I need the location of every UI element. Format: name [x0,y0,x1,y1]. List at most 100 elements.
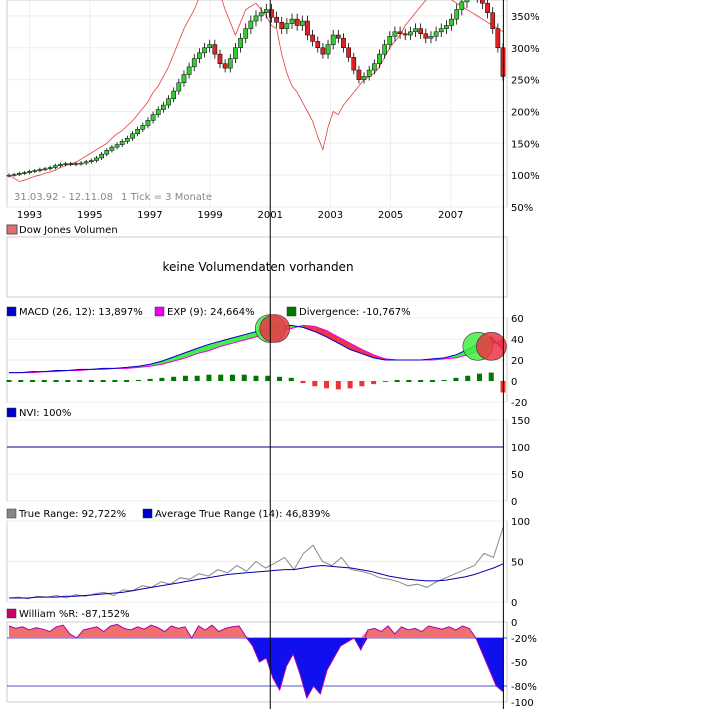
macd-divergence-bar [347,381,353,389]
candle-body [6,174,12,177]
candle-body [444,25,449,29]
macd-divergence-bar [465,375,471,381]
macd-divergence-bar [218,374,224,381]
williams-r-line [8,623,504,700]
candle-body [186,66,192,75]
macd-y-tick-label: 40 [511,335,524,346]
macd-y-tick-label: 20 [511,356,524,367]
volume-legend-swatch [6,224,18,235]
macd-legend: MACD (26, 12): 13,897% EXP (9): 24,664% Di… [6,306,411,318]
price-overlay-line [8,0,504,182]
candle-body [197,52,202,59]
candle-body [109,146,115,151]
candle-body [299,20,305,26]
macd-divergence-bar [41,380,47,382]
price-y-tick-label: 50% [511,203,533,214]
macd-fill-segment [361,349,374,358]
candle-body [464,0,470,3]
macd-divergence-bar [394,380,400,382]
candle-body [335,34,341,39]
candle-body [191,58,197,68]
overlay-line-path [8,0,504,182]
candle-body [351,57,357,71]
candle-body [78,162,84,165]
candle-body [377,53,382,64]
macd-fill-segment [338,336,351,350]
candle-body [480,0,485,4]
candle-body [423,33,429,39]
candle-body [47,167,53,170]
candle-body [22,172,27,174]
candle-body [341,37,346,49]
price-x-tick-label: 1997 [137,210,162,221]
candle-body [52,165,58,168]
macd-legend-swatch [154,306,165,317]
williams-r-legend-swatch [6,608,17,619]
candle-body [263,9,269,13]
macd-legend-swatch [6,306,17,317]
true-range-panel: True Range: 92,722% Average True Range (1… [6,508,530,609]
candle-body [408,31,413,36]
nvi-y-tick-label: 150 [511,416,530,427]
macd-fill-segment [161,356,174,365]
williams-r-overbought-area [9,624,503,638]
nvi-legend-swatch [6,407,17,418]
true-range-lines [8,527,504,600]
macd-divergence-bar [100,380,106,382]
candle-body [418,28,424,35]
macd-legend-label: MACD (26, 12): 13,897% [19,307,143,318]
candle-body [227,58,233,69]
macd-divergence-bar [147,378,153,381]
price-y-tick-label: 250% [511,76,540,87]
candle-body [176,82,182,92]
candle-body [315,41,321,49]
nvi-legend-label: NVI: 100% [19,408,71,419]
macd-signal-marker [476,332,507,361]
macd-legend-label: EXP (9): 24,664% [167,307,255,318]
macd-divergence-bar [229,374,235,381]
price-candles [6,0,506,178]
candle-body [155,109,161,115]
candle-body [11,174,17,176]
candle-body [104,150,110,155]
true-range-legend-swatch [6,508,17,519]
macd-divergence-bar [324,381,330,389]
macd-divergence-bar [335,381,341,390]
williams-r-legend: William %R: -87,152% [6,608,130,620]
candle-body [145,120,151,126]
candle-body [161,104,166,110]
williams-r-legend-label: William %R: -87,152% [19,609,130,620]
price-x-tick-label: 1995 [77,210,102,221]
candle-body [356,69,362,80]
candle-body [253,15,259,22]
nvi-panel-frame [6,419,508,502]
candle-body [402,33,408,36]
true-range-atr-line [9,563,504,599]
price-x-tick-label: 2005 [378,210,403,221]
candle-body [305,20,310,36]
macd-fill-segment [314,326,327,337]
williams-r-area [8,623,504,700]
williams-r-y-tick-label: 0 [511,618,517,629]
candle-body [490,12,496,29]
candle-body [495,28,501,49]
candle-body [459,1,465,10]
macd-divergence-bar [488,372,494,381]
macd-divergence-bar [124,380,130,382]
macd-divergence-bar [277,376,283,381]
vertical-markers [269,0,504,709]
candle-body [428,36,434,39]
price-panel: 350% 300% 250% 200% 150% 100% 50% 1993 1995 1997… [6,0,540,221]
macd-divergence-bar [288,377,294,381]
williams-r-y-tick-label: -80% [511,682,537,693]
macd-divergence-bar [65,380,71,382]
macd-divergence-bar [453,377,459,381]
macd-panel: MACD (26, 12): 13,897% EXP (9): 24,664% Di… [6,306,527,409]
candle-body [16,172,22,175]
macd-divergence-bar [182,375,188,381]
candle-body [217,53,223,64]
candle-body [449,18,454,26]
macd-divergence-bar [441,379,447,381]
candle-body [83,161,89,164]
candle-body [238,37,243,49]
